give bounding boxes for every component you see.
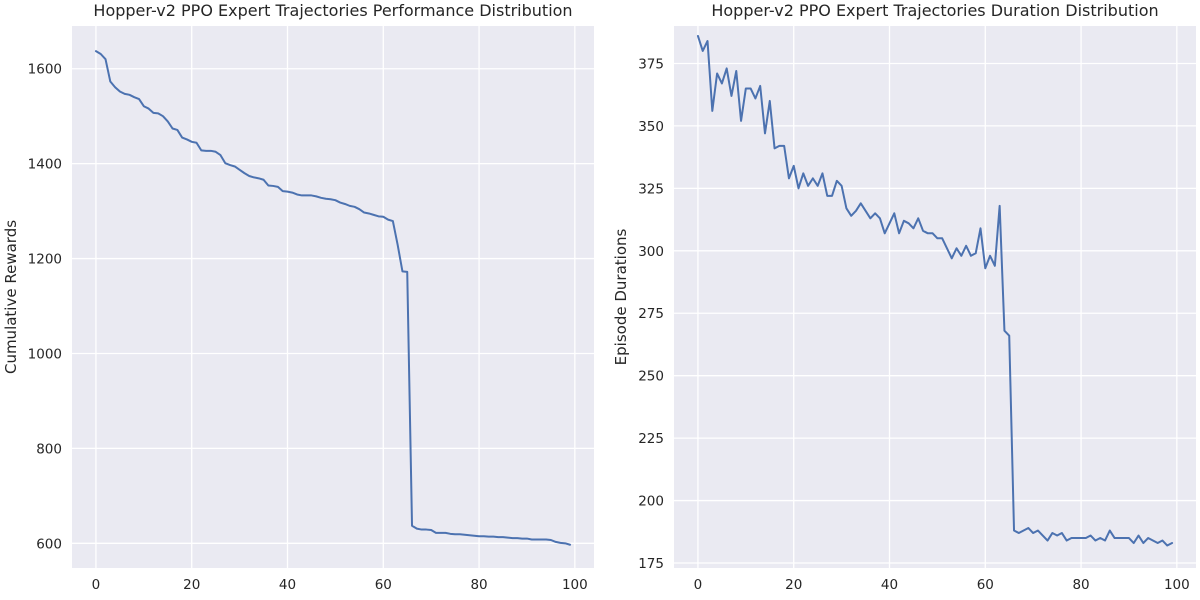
gridlines	[674, 26, 1196, 568]
y-axis-label: Cumulative Rewards	[2, 220, 20, 374]
plot-area	[72, 26, 594, 568]
y-tick-label: 1600	[28, 62, 62, 78]
y-tick-label: 200	[638, 494, 664, 510]
y-tick-label: 175	[638, 556, 664, 572]
chart-title: Hopper-v2 PPO Expert Trajectories Durati…	[711, 1, 1158, 20]
tick-labels: 0 20 40 60 80 100 175 200 225 250 275 300 325 350 375	[638, 56, 1190, 593]
y-tick-label: 800	[36, 441, 62, 457]
x-tick-label: 0	[92, 577, 101, 593]
y-tick-label: 375	[638, 56, 664, 72]
chart-title: Hopper-v2 PPO Expert Trajectories Perfor…	[93, 1, 572, 20]
plot-area	[674, 26, 1196, 568]
y-tick-label: 250	[638, 369, 664, 385]
y-axis-label: Episode Durations	[612, 228, 630, 365]
x-tick-label: 80	[1072, 577, 1089, 593]
tick-labels: 0 20 40 60 80 100 600 800 1000 1200 1400 1600	[28, 62, 588, 593]
y-tick-label: 1400	[28, 157, 62, 173]
x-tick-label: 40	[881, 577, 898, 593]
y-tick-label: 325	[638, 181, 664, 197]
y-tick-label: 1200	[28, 252, 62, 268]
x-tick-label: 60	[375, 577, 392, 593]
chart-performance: Hopper-v2 PPO Expert Trajectories Perfor…	[2, 1, 594, 593]
y-tick-label: 275	[638, 306, 664, 322]
x-tick-label: 100	[562, 577, 588, 593]
gridlines	[72, 26, 594, 568]
x-tick-label: 20	[183, 577, 200, 593]
series-line	[696, 34, 1174, 547]
y-tick-label: 350	[638, 119, 664, 135]
chart-duration: Hopper-v2 PPO Expert Trajectories Durati…	[612, 1, 1196, 593]
x-tick-label: 0	[694, 577, 703, 593]
x-tick-label: 20	[785, 577, 802, 593]
series-line	[94, 50, 572, 546]
y-tick-label: 1000	[28, 346, 62, 362]
x-tick-label: 60	[977, 577, 994, 593]
x-tick-label: 100	[1164, 577, 1190, 593]
x-tick-label: 40	[279, 577, 296, 593]
y-tick-label: 600	[36, 536, 62, 552]
y-tick-label: 300	[638, 244, 664, 260]
y-tick-label: 225	[638, 431, 664, 447]
x-tick-label: 80	[470, 577, 487, 593]
